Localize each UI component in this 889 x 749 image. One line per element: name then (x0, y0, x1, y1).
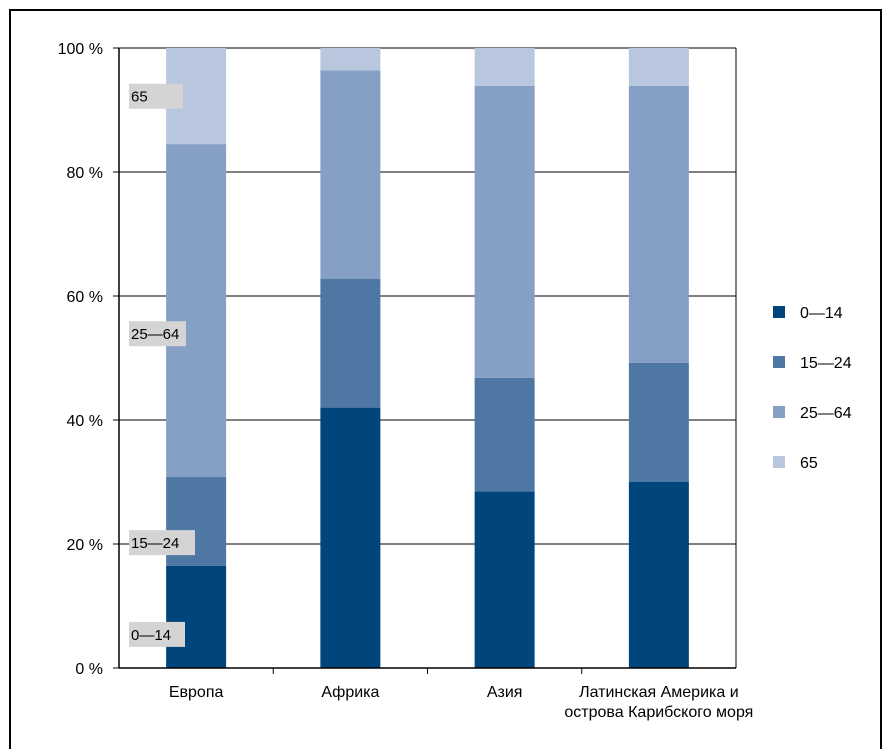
annotation-label: 25—64 (131, 326, 179, 343)
annotation-box (129, 621, 185, 647)
bar-segment (320, 278, 381, 408)
y-tick-label: 60 % (67, 289, 103, 306)
legend-swatch (773, 306, 785, 318)
bar-segment (474, 377, 535, 492)
annotation-label: 15—24 (131, 535, 179, 552)
bar-segment (320, 48, 381, 71)
legend-label: 25—64 (800, 405, 852, 422)
y-tick-label: 20 % (67, 537, 103, 554)
annotation-label: 65 (131, 89, 148, 106)
x-tick-label: Азия (487, 684, 523, 701)
bar-segment (628, 85, 689, 363)
bar-segment (474, 491, 535, 668)
bar-segment (628, 362, 689, 482)
legend-label: 15—24 (800, 355, 852, 372)
bar-segment (320, 70, 381, 279)
x-tick-label: Европа (169, 684, 224, 701)
bar-segment (474, 48, 535, 86)
y-tick-label: 40 % (67, 413, 103, 430)
y-tick-label: 80 % (67, 165, 103, 182)
x-tick-label: Африка (321, 684, 379, 701)
bars-layer (166, 48, 689, 668)
legend-swatch (773, 356, 785, 368)
legend-label: 0—14 (800, 305, 843, 322)
axis-layer: 0 % 20 % 40 % 60 % 80 % 100 % Европа Африка Азия… (58, 41, 754, 721)
annotation-box (129, 83, 183, 109)
annotation-box (129, 321, 186, 347)
annotation-box (129, 530, 195, 556)
bar-segment (628, 48, 689, 86)
y-tick-label: 0 % (75, 661, 103, 678)
annotation-label: 0—14 (131, 627, 171, 644)
y-tick-label: 100 % (58, 41, 103, 58)
bar-segment (166, 565, 227, 668)
legend-layer: 0—14 15—24 25—64 65 (773, 305, 852, 472)
legend-swatch (773, 456, 785, 468)
bar-segment (166, 144, 227, 478)
bar-segment (628, 482, 689, 668)
x-tick-label: Латинская Америка и (579, 684, 739, 701)
bar-segment (320, 407, 381, 668)
annotation-layer: 65 25—64 15—24 0—14 (129, 83, 195, 647)
legend-swatch (773, 406, 785, 418)
legend-label: 65 (800, 455, 818, 472)
bar-segment (474, 85, 535, 378)
x-tick-label: острова Карибского моря (564, 704, 753, 721)
